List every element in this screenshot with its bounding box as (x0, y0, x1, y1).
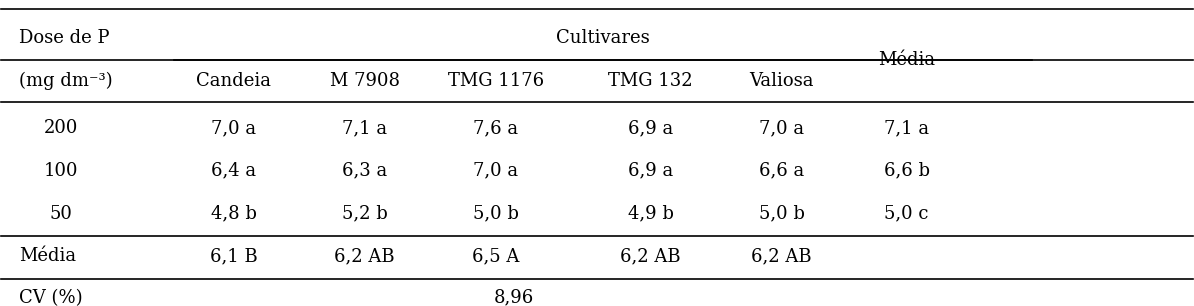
Text: 6,5 A: 6,5 A (472, 247, 519, 265)
Text: 6,9 a: 6,9 a (628, 162, 673, 180)
Text: TMG 1176: TMG 1176 (448, 72, 543, 90)
Text: Cultivares: Cultivares (556, 29, 650, 47)
Text: 7,0 a: 7,0 a (473, 162, 518, 180)
Text: 6,9 a: 6,9 a (628, 119, 673, 137)
Text: M 7908: M 7908 (330, 72, 400, 90)
Text: 6,2 AB: 6,2 AB (751, 247, 812, 265)
Text: Candeia: Candeia (196, 72, 271, 90)
Text: 7,1 a: 7,1 a (343, 119, 387, 137)
Text: 5,2 b: 5,2 b (341, 205, 388, 222)
Text: Média: Média (878, 51, 935, 69)
Text: 5,0 c: 5,0 c (885, 205, 929, 222)
Text: 4,8 b: 4,8 b (210, 205, 257, 222)
Text: 7,1 a: 7,1 a (884, 119, 929, 137)
Text: 5,0 b: 5,0 b (473, 205, 518, 222)
Text: 8,96: 8,96 (493, 289, 534, 306)
Text: 6,2 AB: 6,2 AB (334, 247, 395, 265)
Text: TMG 132: TMG 132 (608, 72, 693, 90)
Text: 7,6 a: 7,6 a (473, 119, 518, 137)
Text: 6,4 a: 6,4 a (211, 162, 257, 180)
Text: 4,9 b: 4,9 b (628, 205, 673, 222)
Text: Média: Média (19, 247, 76, 265)
Text: Dose de P: Dose de P (19, 29, 110, 47)
Text: Valiosa: Valiosa (750, 72, 814, 90)
Text: 6,2 AB: 6,2 AB (621, 247, 681, 265)
Text: 6,1 B: 6,1 B (210, 247, 258, 265)
Text: 7,0 a: 7,0 a (211, 119, 257, 137)
Text: 50: 50 (49, 205, 73, 222)
Text: 7,0 a: 7,0 a (759, 119, 805, 137)
Text: 100: 100 (44, 162, 78, 180)
Text: 6,6 b: 6,6 b (884, 162, 930, 180)
Text: 200: 200 (44, 119, 78, 137)
Text: 6,6 a: 6,6 a (759, 162, 805, 180)
Text: (mg dm⁻³): (mg dm⁻³) (19, 72, 113, 90)
Text: CV (%): CV (%) (19, 289, 82, 306)
Text: 6,3 a: 6,3 a (343, 162, 387, 180)
Text: 5,0 b: 5,0 b (758, 205, 805, 222)
